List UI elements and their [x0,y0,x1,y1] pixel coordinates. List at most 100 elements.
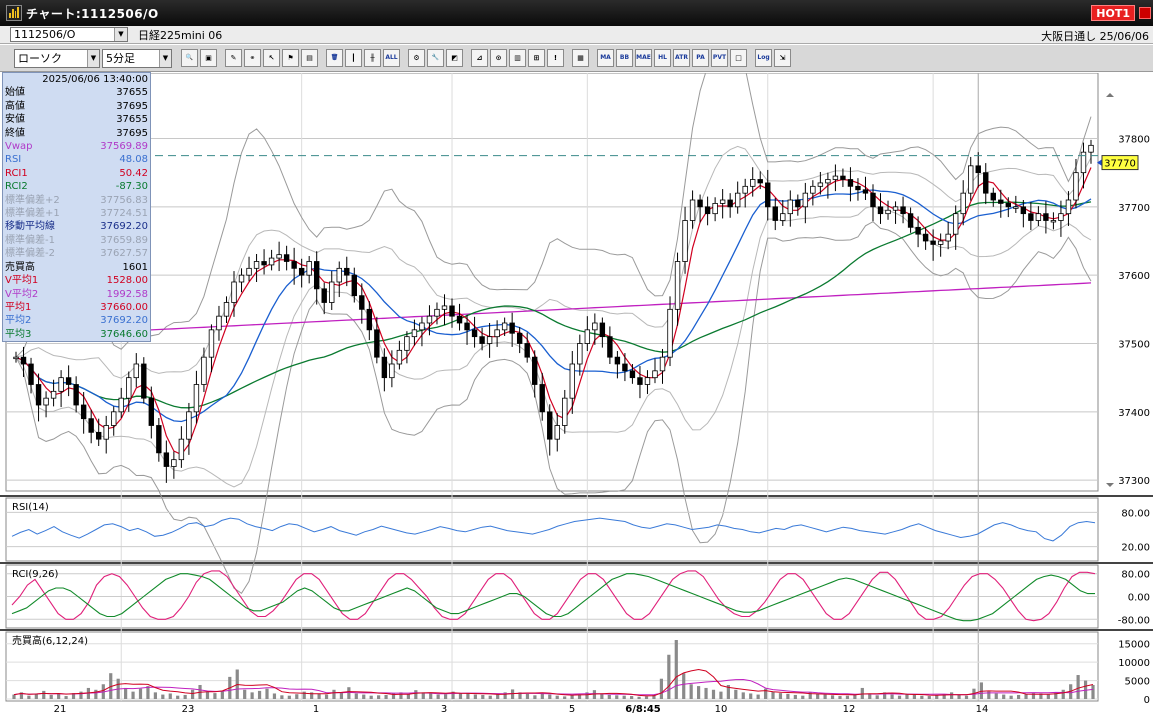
trash-icon[interactable]: 🗑 [326,49,343,67]
magnifier-chart-icon[interactable]: ⊙ [490,49,507,67]
candle-body [652,370,658,379]
volume-bar [310,692,314,699]
candle-body [825,179,831,184]
candle-body [742,185,748,194]
all-icon[interactable]: ALL [383,49,400,67]
volume-bar [466,693,470,699]
candle-body [253,261,260,269]
data-row-value: 37756.83 [100,194,148,206]
candle-body [141,363,147,399]
volume-bar [414,690,418,699]
price-tick-label: 37800 [1118,135,1150,146]
volume-bar [689,684,693,699]
candle-body [1080,151,1087,174]
chart-type-select[interactable]: ローソク ▼ [14,48,100,68]
data-row-label: RSI [5,154,22,166]
chart-area[interactable]: 37800 37700 37600 37500 37400 37300 37770 80.00… [0,73,1153,715]
data-row-label: 平均2 [5,315,32,327]
candle-body [1043,213,1049,221]
volume-bar [79,691,83,699]
zoom-icon[interactable]: 🔍 [181,49,198,67]
tick-chart-icon[interactable]: ⊿ [471,49,488,67]
info-icon[interactable]: ! [547,49,564,67]
square-icon[interactable]: □ [730,49,747,67]
volume-bar [838,696,842,699]
volume-bar [630,696,634,699]
interval-select[interactable]: 5分足 ▼ [102,48,172,68]
volume-bar [741,692,745,699]
volume-bar [510,689,515,699]
volume-bar [615,695,619,699]
data-row-value: 1601 [122,261,148,273]
link-icon[interactable]: ⚭ [244,49,261,67]
chevron-down-icon[interactable]: ▼ [114,28,127,41]
close-icon[interactable] [1139,7,1151,19]
volume-bar [324,694,329,699]
candle-body [900,206,906,215]
window-icon[interactable]: ▣ [200,49,217,67]
candle-body [111,411,117,426]
candle-body [840,175,846,180]
candle-body [922,233,929,242]
volume-bar [146,686,150,699]
bb-icon[interactable]: BB [616,49,633,67]
candle-icon[interactable]: ┃ [345,49,362,67]
candle-body [577,343,583,365]
candle-body [208,329,215,358]
hot-badge[interactable]: HOT1 [1091,5,1135,21]
cursor-icon[interactable]: ↖ [263,49,280,67]
volume-bar [451,691,455,699]
split-chart-icon[interactable]: ⊞ [528,49,545,67]
volume-bar [64,696,68,699]
palette-icon[interactable]: ◩ [446,49,463,67]
grid-icon[interactable]: ▦ [572,49,589,67]
candle-body [599,322,606,338]
volume-bar [49,694,53,699]
chevron-down-icon[interactable]: ▼ [87,49,99,67]
volume-bar [436,694,440,699]
candle-body [434,308,440,317]
code-select[interactable]: 1112506/O ▼ [10,27,128,42]
chart-canvas[interactable]: 37800 37700 37600 37500 37400 37300 37770 80.00… [0,73,1153,715]
volume-bar [674,640,678,699]
volume-bar [1002,694,1006,699]
candle-body [313,261,320,290]
bar-chart-icon[interactable]: ▥ [509,49,526,67]
atr-icon[interactable]: ATR [673,49,690,67]
volume-bar [220,690,224,699]
bars-icon[interactable]: ╫ [364,49,381,67]
pen-icon[interactable]: ✎ [225,49,242,67]
candle-body [20,356,27,365]
volume-bar [652,694,656,699]
gear-icon[interactable]: ⚙ [408,49,425,67]
volume-tick-label: 15000 [1118,640,1150,651]
wrench-icon[interactable]: 🔧 [427,49,444,67]
candle-body [915,226,921,235]
export-icon[interactable]: ⇲ [774,49,791,67]
volume-bar [280,695,284,699]
volume-bar [369,695,373,699]
mae-icon[interactable]: MAE [635,49,652,67]
candle-body [682,220,688,262]
candle-body [223,302,230,317]
volume-bar [153,692,157,699]
para-icon[interactable]: PA [692,49,709,67]
volume-bar [124,687,128,699]
flag-icon[interactable]: ⚑ [282,49,299,67]
ma-icon[interactable]: MA [597,49,614,67]
data-row-label: 高値 [5,100,25,112]
data-row-value: 37659.89 [100,234,148,246]
pvt-icon[interactable]: PVT [711,49,728,67]
log-icon[interactable]: Log [755,49,772,67]
chevron-down-icon[interactable]: ▼ [159,49,171,67]
candle-body [787,199,794,215]
candle-body [88,418,94,433]
volume-bar [347,687,351,699]
document-icon[interactable]: ▤ [301,49,318,67]
candle-body [509,322,515,334]
candle-body [1073,172,1079,201]
volume-bar [496,694,500,699]
volume-bar [265,688,269,699]
hl-icon[interactable]: HL [654,49,671,67]
volume-bar [548,694,552,699]
